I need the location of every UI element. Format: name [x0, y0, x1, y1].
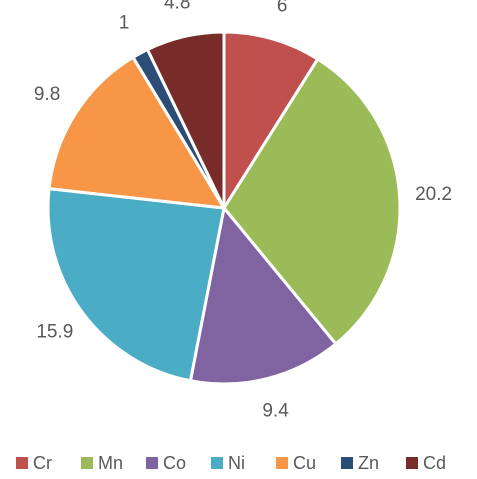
pie-slice: [188, 204, 338, 386]
legend-label: Cd: [423, 453, 446, 473]
data-label: 6: [277, 0, 288, 16]
legend-swatch: [16, 457, 28, 469]
legend-label: Cu: [293, 453, 316, 473]
data-label: 15.9: [36, 321, 73, 342]
legend-label: Cr: [33, 453, 52, 473]
legend-swatch: [341, 457, 353, 469]
pie-slice: [47, 55, 227, 210]
legend-label: Co: [163, 453, 186, 473]
pie-slice: [145, 30, 226, 209]
legend-label: Mn: [98, 453, 123, 473]
data-label: 1: [119, 12, 130, 33]
legend-swatch: [406, 457, 418, 469]
legend-swatch: [146, 457, 158, 469]
pie-slice: [222, 56, 402, 347]
data-label: 20.2: [415, 184, 452, 205]
legend-swatch: [81, 457, 93, 469]
legend-swatch: [211, 457, 223, 469]
pie-slice: [222, 30, 320, 214]
data-label: 9.4: [262, 401, 289, 422]
legend-swatch: [276, 457, 288, 469]
legend-label: Ni: [228, 453, 245, 473]
data-label: 4.8: [164, 0, 190, 13]
legend-label: Zn: [358, 453, 379, 473]
pie-slice: [46, 187, 226, 383]
data-label: 9.8: [34, 84, 60, 105]
